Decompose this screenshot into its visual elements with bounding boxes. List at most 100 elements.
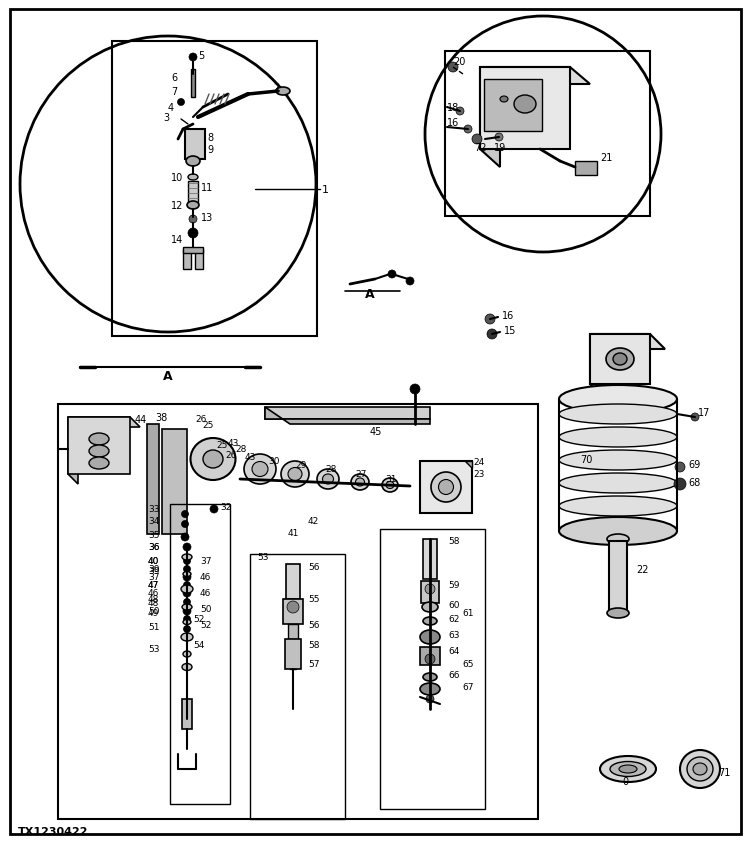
Text: 56: 56 xyxy=(308,619,319,629)
Ellipse shape xyxy=(188,175,198,181)
Polygon shape xyxy=(265,408,430,425)
Text: 25: 25 xyxy=(202,420,213,429)
Ellipse shape xyxy=(89,457,109,469)
Text: 7: 7 xyxy=(171,87,177,97)
Circle shape xyxy=(182,521,189,528)
Text: 15: 15 xyxy=(504,326,517,336)
Text: 42: 42 xyxy=(308,517,319,526)
Ellipse shape xyxy=(355,479,364,486)
Text: 12: 12 xyxy=(171,201,183,211)
Ellipse shape xyxy=(382,479,398,492)
Text: 69: 69 xyxy=(688,459,700,469)
Ellipse shape xyxy=(203,451,223,468)
Text: 66: 66 xyxy=(448,671,460,679)
Ellipse shape xyxy=(182,663,192,671)
Ellipse shape xyxy=(559,451,677,470)
Text: 40: 40 xyxy=(148,557,159,565)
Bar xyxy=(423,539,437,579)
Text: 47: 47 xyxy=(148,581,159,590)
Circle shape xyxy=(388,271,396,279)
Ellipse shape xyxy=(182,604,192,610)
Text: 5: 5 xyxy=(198,51,204,61)
Text: 43: 43 xyxy=(245,452,256,461)
Text: 64: 64 xyxy=(448,647,460,656)
Text: 40: 40 xyxy=(148,557,159,565)
Circle shape xyxy=(464,126,472,134)
Text: A: A xyxy=(163,369,173,382)
Text: 46: 46 xyxy=(200,589,211,598)
Text: 67: 67 xyxy=(462,683,473,692)
Polygon shape xyxy=(590,334,650,385)
Bar xyxy=(182,699,192,729)
Text: 53: 53 xyxy=(257,552,269,560)
Bar xyxy=(283,599,303,625)
Polygon shape xyxy=(480,68,570,150)
Circle shape xyxy=(425,584,435,594)
Text: 43: 43 xyxy=(228,438,240,447)
Polygon shape xyxy=(590,334,605,399)
Text: 14: 14 xyxy=(171,235,183,245)
Ellipse shape xyxy=(500,97,508,103)
Circle shape xyxy=(410,385,420,394)
Text: 44: 44 xyxy=(135,414,147,425)
Ellipse shape xyxy=(181,633,193,641)
Ellipse shape xyxy=(322,474,333,484)
Text: 52: 52 xyxy=(193,614,204,624)
Polygon shape xyxy=(265,408,430,419)
Ellipse shape xyxy=(559,517,677,545)
Polygon shape xyxy=(68,418,78,484)
Text: 68: 68 xyxy=(688,478,700,488)
Bar xyxy=(420,462,472,513)
Text: 55: 55 xyxy=(308,595,319,603)
Circle shape xyxy=(183,544,191,551)
Circle shape xyxy=(183,565,191,573)
Ellipse shape xyxy=(183,652,191,657)
Text: 8: 8 xyxy=(207,133,213,143)
Circle shape xyxy=(425,654,435,664)
Text: 20: 20 xyxy=(453,57,466,67)
Circle shape xyxy=(177,100,185,106)
Text: 2: 2 xyxy=(273,83,279,93)
Circle shape xyxy=(210,506,218,513)
Text: 36: 36 xyxy=(148,543,159,552)
Text: 3: 3 xyxy=(163,113,169,123)
Text: 33: 33 xyxy=(148,505,159,514)
Ellipse shape xyxy=(191,439,236,480)
Circle shape xyxy=(472,135,482,145)
Text: 50: 50 xyxy=(148,607,159,616)
Text: 28: 28 xyxy=(325,465,336,474)
Text: 23: 23 xyxy=(473,470,484,479)
Ellipse shape xyxy=(559,404,677,425)
Text: 21: 21 xyxy=(600,153,612,163)
Ellipse shape xyxy=(420,683,440,695)
Circle shape xyxy=(287,601,299,614)
Polygon shape xyxy=(68,418,140,428)
Text: 16: 16 xyxy=(447,118,460,127)
Ellipse shape xyxy=(317,469,339,490)
Text: 6: 6 xyxy=(171,73,177,83)
Text: 65: 65 xyxy=(462,660,473,668)
Text: A: A xyxy=(365,288,375,301)
Text: 31: 31 xyxy=(385,475,397,484)
Text: 28: 28 xyxy=(235,445,246,454)
Circle shape xyxy=(181,533,189,541)
Text: 13: 13 xyxy=(201,213,213,223)
Circle shape xyxy=(487,330,497,339)
Ellipse shape xyxy=(183,619,191,625)
Text: 17: 17 xyxy=(698,408,710,418)
Text: TX1230422: TX1230422 xyxy=(18,826,89,836)
Bar xyxy=(112,42,317,337)
Text: 58: 58 xyxy=(308,640,319,649)
Ellipse shape xyxy=(607,609,629,619)
Text: 48: 48 xyxy=(148,595,159,603)
Bar xyxy=(170,505,230,804)
Ellipse shape xyxy=(420,630,440,644)
Ellipse shape xyxy=(244,454,276,484)
Text: 22: 22 xyxy=(636,565,649,574)
Text: 37: 37 xyxy=(200,557,212,565)
Text: 26: 26 xyxy=(225,451,237,460)
Polygon shape xyxy=(68,418,130,474)
Text: 39: 39 xyxy=(148,567,159,576)
Ellipse shape xyxy=(183,572,191,576)
Text: 41: 41 xyxy=(288,528,300,537)
